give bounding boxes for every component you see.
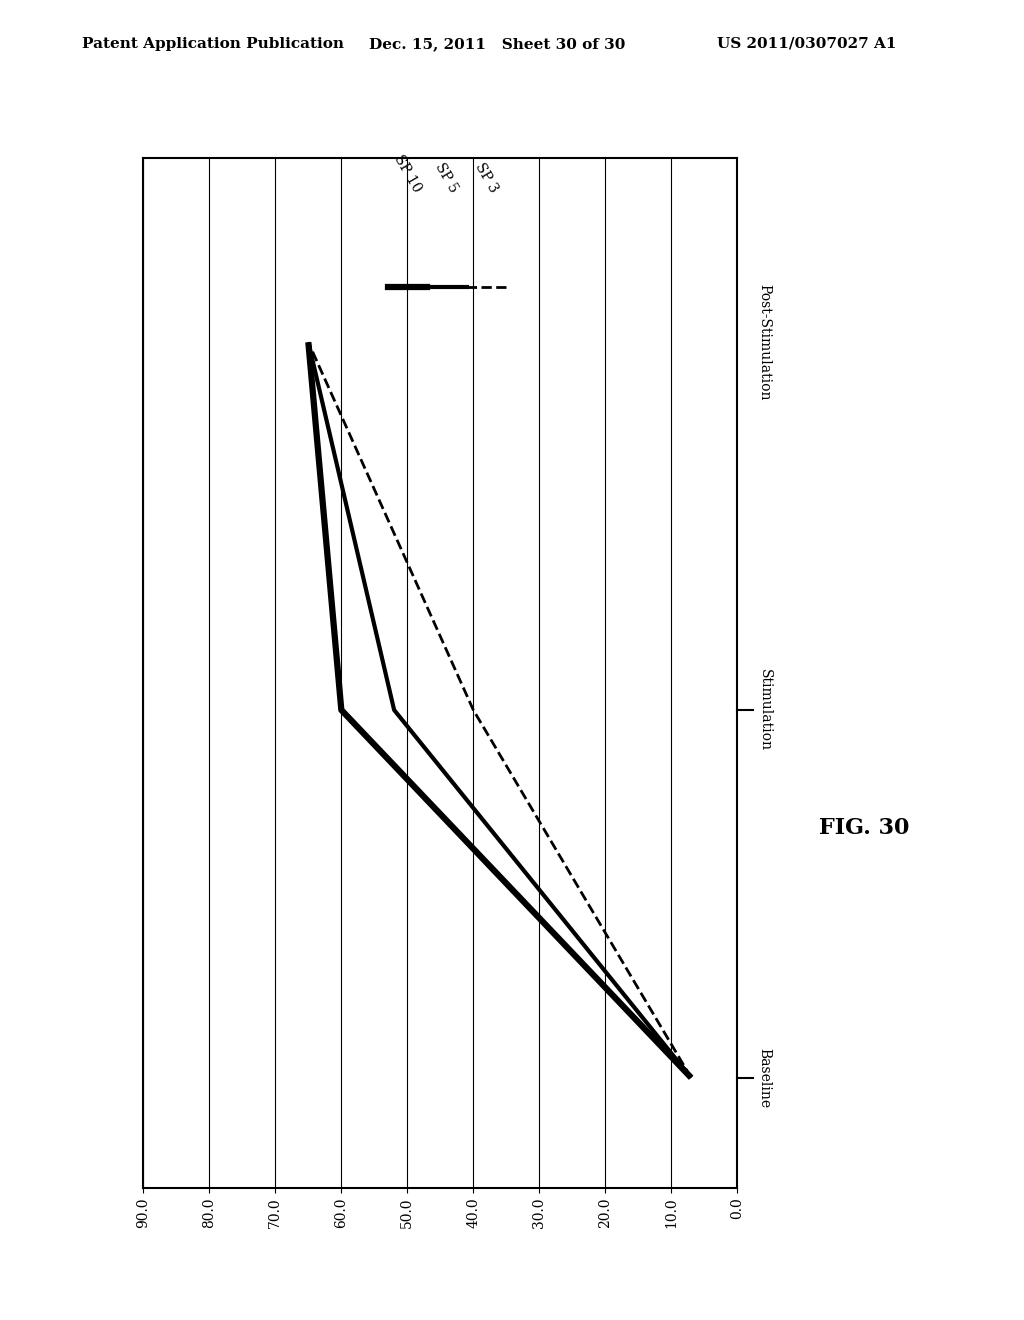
- Text: FIG. 30: FIG. 30: [819, 817, 909, 838]
- Text: SP 5: SP 5: [433, 161, 461, 195]
- Text: SP 3: SP 3: [472, 161, 501, 195]
- Text: Dec. 15, 2011   Sheet 30 of 30: Dec. 15, 2011 Sheet 30 of 30: [369, 37, 625, 51]
- Text: US 2011/0307027 A1: US 2011/0307027 A1: [717, 37, 896, 51]
- Text: Stimulation: Stimulation: [758, 669, 772, 751]
- Text: Baseline: Baseline: [758, 1048, 772, 1107]
- Text: Patent Application Publication: Patent Application Publication: [82, 37, 344, 51]
- Text: SP 10: SP 10: [391, 153, 424, 195]
- Text: Post-Stimulation: Post-Stimulation: [758, 284, 772, 400]
